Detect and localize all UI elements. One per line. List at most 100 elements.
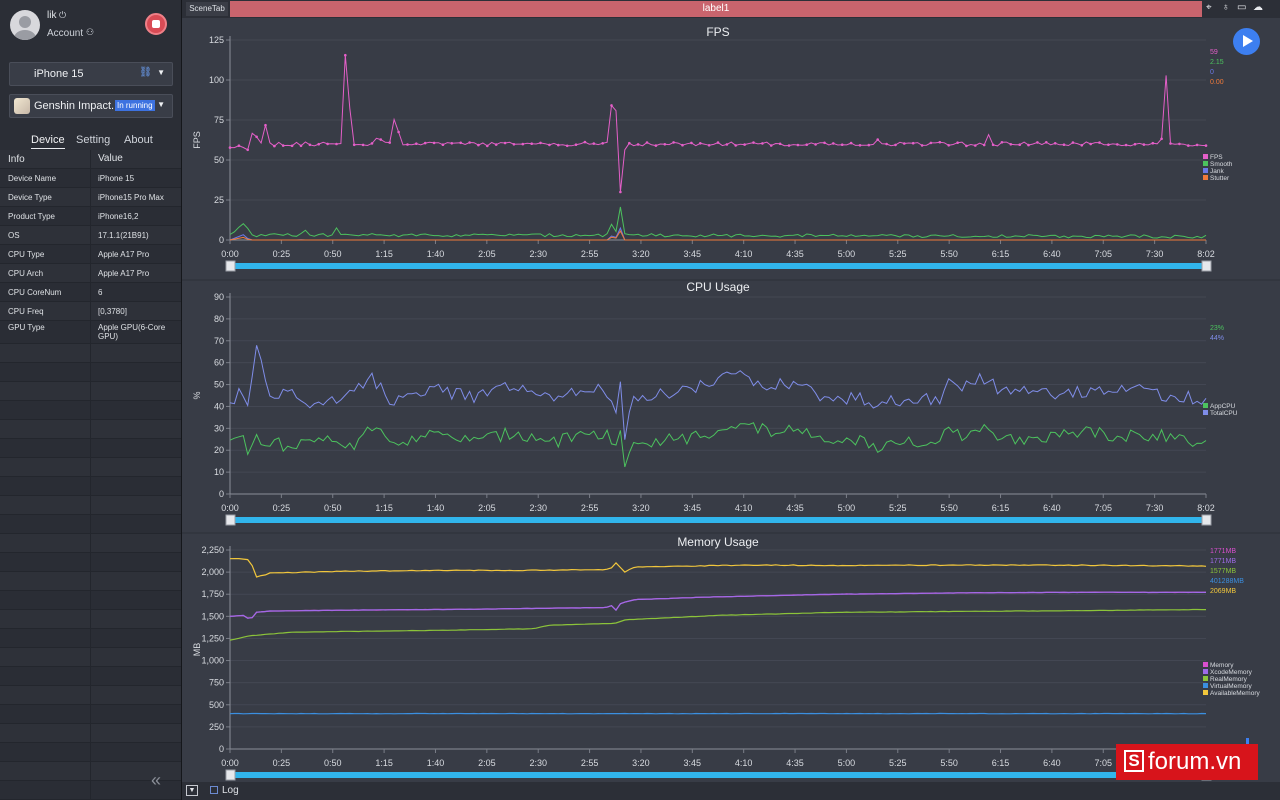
fps-point: [1195, 143, 1199, 147]
fps-point: [1204, 144, 1208, 147]
y-tick-label: 1,500: [201, 611, 224, 621]
series-line-availablememory: [229, 557, 1207, 578]
fps-point: [468, 141, 471, 144]
account-label[interactable]: Account: [47, 28, 84, 39]
fps-point: [1000, 141, 1004, 144]
y-tick-label: 500: [209, 700, 224, 710]
x-tick-label: 0:25: [273, 758, 291, 768]
y-tick-label: 100: [209, 75, 224, 85]
x-tick-label: 8:02: [1197, 249, 1215, 259]
y-tick-label: 40: [214, 401, 224, 411]
row-key: Device Name: [8, 174, 57, 183]
column-header-info[interactable]: Info: [8, 154, 25, 165]
slider-handle-left: [225, 260, 236, 272]
legend-swatch: [1203, 683, 1208, 688]
fps-point: [397, 130, 400, 134]
folder-icon[interactable]: ▭: [1237, 2, 1247, 13]
row-key: CPU Freq: [8, 307, 44, 316]
chart-title: FPS: [706, 25, 729, 39]
series-line-smooth: [229, 206, 1207, 239]
pin-icon[interactable]: ♁: [1222, 2, 1230, 13]
legend-label: Stutter: [1210, 175, 1230, 182]
fps-point: [494, 143, 498, 146]
legend-swatch: [1203, 410, 1208, 415]
scene-tab[interactable]: SceneTab: [186, 2, 228, 16]
watermark-logo: S forum.vn: [1116, 744, 1258, 780]
fps-point: [459, 141, 463, 145]
range-slider: [230, 772, 1206, 778]
x-tick-label: 0:00: [221, 249, 239, 259]
fps-point: [920, 144, 924, 147]
power-icon[interactable]: ⏻: [59, 10, 67, 20]
x-tick-label: 5:25: [889, 249, 907, 259]
fps-point: [778, 142, 782, 146]
fps-point: [911, 141, 915, 145]
sidebar: lik ⏻ Account ⚇ iPhone 15 ⛓ ▼ Genshin Im…: [0, 0, 182, 800]
x-tick-label: 0:50: [324, 249, 342, 259]
x-tick-label: 4:35: [786, 249, 804, 259]
fps-point: [903, 142, 906, 145]
user-avatar[interactable]: [10, 10, 40, 40]
table-row: CPU Arch Apple A17 Pro: [0, 264, 181, 283]
series-line-stutter: [229, 229, 1206, 241]
y-tick-label: 1,000: [201, 656, 224, 666]
fps-point: [938, 140, 942, 144]
legend-swatch: [1203, 403, 1208, 408]
tab-setting[interactable]: Setting: [76, 134, 111, 146]
tab-device[interactable]: Device: [31, 134, 65, 149]
legend-swatch: [1203, 669, 1208, 674]
fps-point: [796, 143, 800, 147]
fps-point: [1071, 141, 1075, 144]
collapse-sidebar-icon[interactable]: «: [151, 770, 162, 790]
log-checkbox[interactable]: [210, 786, 218, 794]
fps-point: [281, 144, 285, 147]
fps-point: [592, 142, 596, 145]
fps-point: [991, 143, 995, 147]
app-select[interactable]: Genshin Impact... In running ▼: [9, 94, 173, 118]
chart-title: CPU Usage: [686, 280, 750, 294]
legend-swatch: [1203, 175, 1208, 180]
x-tick-label: 5:00: [838, 503, 856, 513]
x-tick-label: 2:05: [478, 758, 496, 768]
fps-point: [787, 144, 791, 147]
legend-swatch: [1203, 168, 1208, 173]
expand-panel-button[interactable]: ▼: [186, 785, 198, 796]
fps-point: [432, 141, 436, 145]
fps-point: [344, 53, 347, 57]
x-tick-label: 6:40: [1043, 758, 1061, 768]
play-button[interactable]: [1233, 28, 1260, 55]
fps-point: [1089, 142, 1092, 146]
fps-point: [832, 142, 835, 145]
x-tick-label: 3:45: [684, 249, 702, 259]
legend-label: TotalCPU: [1210, 410, 1238, 417]
series-line-jank: [229, 226, 1206, 241]
empty-row: [0, 762, 181, 781]
x-tick-label: 3:20: [632, 503, 650, 513]
fps-point: [761, 142, 764, 145]
device-select[interactable]: iPhone 15 ⛓ ▼: [9, 62, 173, 86]
fps-point: [388, 141, 391, 144]
row-value: iPhone 15: [98, 174, 135, 183]
tab-about[interactable]: About: [124, 134, 153, 146]
scene-label-bar[interactable]: label1: [230, 1, 1202, 17]
x-tick-label: 4:35: [786, 503, 804, 513]
account-switch-icon[interactable]: ⚇: [86, 27, 95, 37]
fps-point: [1142, 143, 1146, 146]
stop-recording-button[interactable]: [145, 13, 167, 35]
cloud-icon[interactable]: ☁: [1253, 2, 1263, 13]
link-icon[interactable]: ⛓: [139, 67, 152, 78]
fps-point: [450, 142, 454, 145]
y-axis-label: MB: [192, 643, 202, 657]
fps-point: [752, 141, 755, 144]
x-tick-label: 4:10: [735, 758, 753, 768]
column-header-value[interactable]: Value: [98, 153, 123, 164]
x-tick-label: 0:25: [273, 503, 291, 513]
location-icon[interactable]: ⌖: [1206, 2, 1212, 13]
row-value: Apple GPU(6-Core GPU): [98, 323, 166, 341]
y-tick-label: 50: [214, 155, 224, 165]
fps-point: [1107, 143, 1110, 146]
table-row: CPU CoreNum 6: [0, 283, 181, 302]
x-tick-label: 2:55: [581, 249, 599, 259]
fps-point: [974, 144, 977, 147]
x-tick-label: 6:15: [992, 249, 1010, 259]
